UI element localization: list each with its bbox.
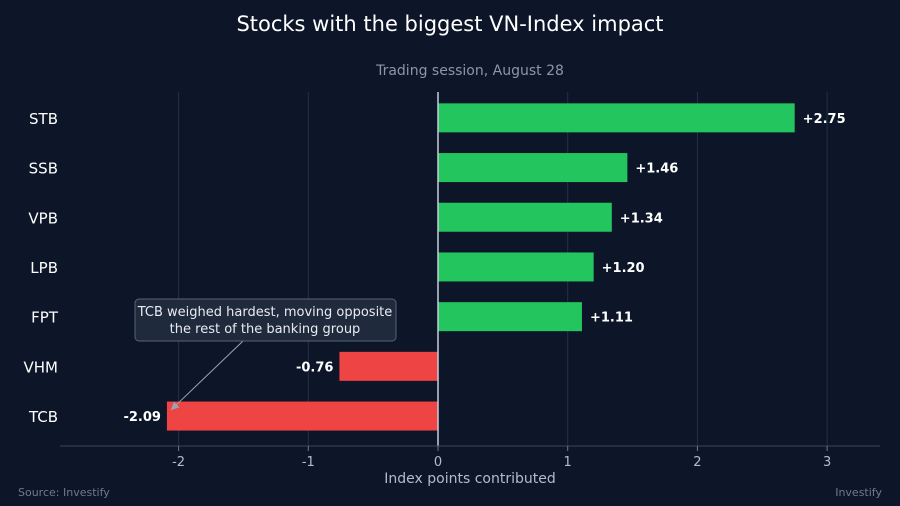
bars — [166, 103, 795, 431]
x-tick-label: -1 — [302, 455, 315, 470]
annotation-line-2: the rest of the banking group — [170, 322, 361, 337]
data-label: +1.46 — [635, 162, 678, 177]
category-label: VPB — [28, 209, 58, 227]
data-label: +1.11 — [590, 311, 633, 326]
x-ticks: -2 -1 0 1 2 3 — [172, 446, 831, 470]
source-credit: Source: Investify — [18, 486, 110, 499]
annotation-line-1: TCB weighed hardest, moving opposite — [137, 305, 393, 320]
bar-vpb — [438, 202, 612, 232]
x-tick-label: 3 — [823, 455, 831, 470]
category-label: VHM — [24, 358, 58, 376]
x-tick-label: 0 — [434, 455, 442, 470]
bar-lpb — [438, 252, 594, 282]
bar-stb — [438, 103, 795, 133]
bar-tcb — [166, 401, 438, 431]
data-labels: +2.75 +1.46 +1.34 +1.20 +1.11 -0.76 -2.09 — [123, 112, 845, 425]
data-label: -0.76 — [296, 360, 333, 375]
x-axis-title: Index points contributed — [384, 471, 555, 487]
chart-subtitle: Trading session, August 28 — [375, 63, 564, 79]
data-label: -2.09 — [123, 410, 160, 425]
category-label: SSB — [29, 160, 58, 178]
data-label: +2.75 — [803, 112, 846, 127]
bar-fpt — [438, 302, 582, 332]
chart-title: Stocks with the biggest VN-Index impact — [236, 12, 663, 36]
bar-vhm — [339, 351, 438, 381]
category-label: LPB — [30, 259, 58, 277]
category-labels: STB SSB VPB LPB FPT VHM TCB — [24, 110, 59, 426]
category-label: FPT — [31, 309, 59, 327]
category-label: STB — [29, 110, 58, 128]
data-label: +1.20 — [602, 261, 645, 276]
annotation-arrowhead — [170, 401, 180, 411]
bar-ssb — [438, 153, 628, 183]
x-tick-label: 2 — [693, 455, 701, 470]
category-label: TCB — [28, 408, 58, 426]
annotation-arrow — [170, 340, 244, 411]
annotation-box — [134, 298, 397, 342]
x-tick-label: -2 — [172, 455, 185, 470]
annotation: TCB weighed hardest, moving opposite the… — [134, 298, 397, 411]
data-label: +1.34 — [620, 211, 663, 226]
brand-credit: Investify — [835, 486, 882, 499]
x-tick-label: 1 — [564, 455, 572, 470]
